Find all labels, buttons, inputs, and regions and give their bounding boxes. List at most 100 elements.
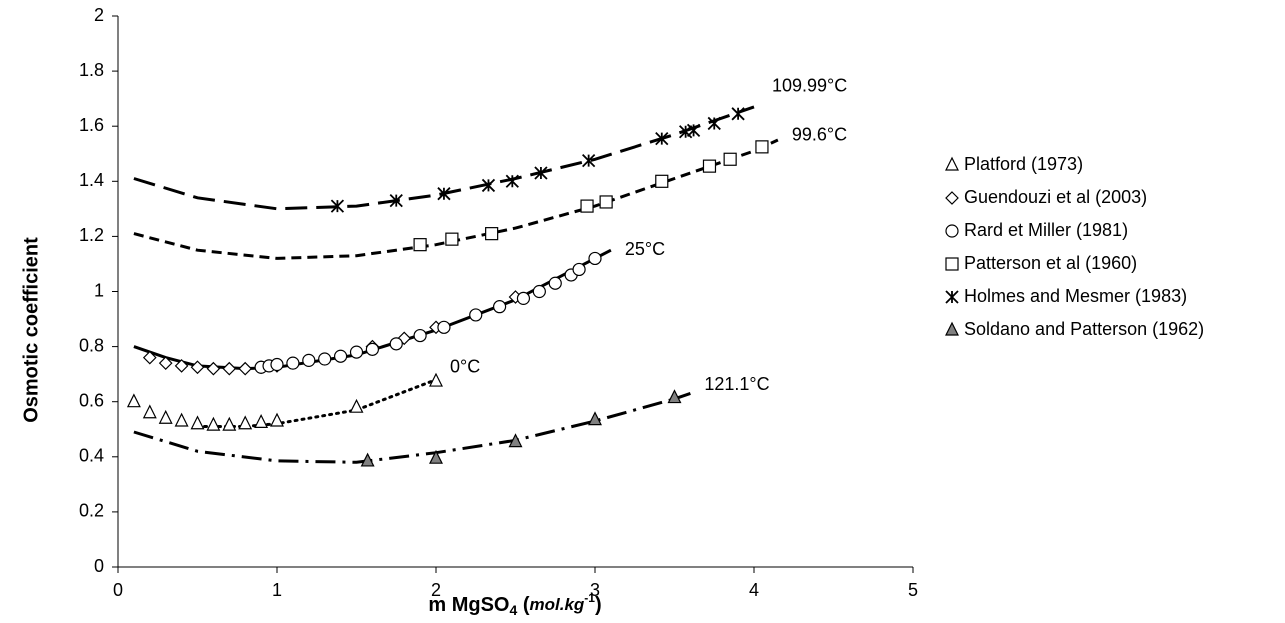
marker: [516, 291, 531, 305]
x-axis-title-part: mol.kg: [530, 595, 585, 614]
marker: [686, 123, 701, 137]
marker: [945, 290, 959, 304]
marker: [413, 238, 427, 252]
data-point: [485, 227, 499, 241]
data-point: [731, 107, 745, 121]
marker: [174, 359, 189, 373]
data-point: [723, 152, 737, 166]
x-tick-label: 2: [431, 580, 441, 600]
data-point: [206, 416, 221, 431]
marker: [318, 352, 332, 366]
data-point: [413, 328, 427, 343]
marker: [334, 349, 348, 363]
legend-label: Guendouzi et al (2003): [964, 187, 1147, 207]
data-point: [707, 116, 721, 131]
marker: [413, 328, 427, 343]
x-tick-label: 1: [272, 580, 282, 600]
marker: [142, 404, 157, 419]
data-point: [365, 342, 379, 356]
marker: [142, 350, 157, 365]
data-point: [469, 308, 483, 322]
marker: [534, 166, 548, 180]
marker: [945, 156, 959, 171]
data-point: [142, 350, 157, 365]
marker: [588, 411, 602, 426]
marker: [437, 187, 451, 201]
data-point: [349, 398, 364, 413]
data-point: [667, 389, 682, 404]
marker: [702, 159, 717, 173]
marker: [429, 449, 443, 464]
marker: [174, 412, 189, 427]
data-point: [206, 361, 221, 376]
y-tick-label: 0.2: [79, 501, 104, 521]
marker: [206, 416, 221, 431]
legend-item: Soldano and Patterson (1962): [945, 319, 1204, 339]
data-point: [493, 300, 507, 314]
data-point: [481, 178, 496, 193]
legend-label: Rard et Miller (1981): [964, 220, 1128, 240]
marker: [678, 125, 693, 139]
data-point: [599, 195, 613, 209]
marker: [158, 356, 173, 370]
marker: [445, 232, 459, 246]
data-point: [222, 416, 237, 431]
marker: [469, 308, 483, 322]
marker: [945, 224, 959, 238]
legend-item: Patterson et al (1960): [945, 253, 1137, 273]
data-point: [588, 251, 602, 266]
data-point: [270, 357, 284, 372]
legend-item: Rard et Miller (1981): [945, 220, 1128, 240]
marker: [238, 415, 253, 430]
data-point: [429, 449, 443, 464]
marker: [667, 389, 682, 404]
y-tick-label: 1.4: [79, 170, 104, 190]
x-tick-label: 5: [908, 580, 918, 600]
data-point: [318, 352, 332, 366]
data-point: [330, 199, 345, 213]
curve-label: 0°C: [450, 356, 480, 376]
data-point: [532, 284, 546, 299]
data-point: [755, 140, 769, 154]
legend-item: Platford (1973): [945, 154, 1083, 174]
marker: [360, 452, 375, 467]
marker: [755, 140, 769, 154]
y-tick-label: 0.6: [79, 390, 104, 410]
y-tick-label: 1.2: [79, 225, 104, 245]
marker: [655, 131, 669, 146]
marker: [270, 357, 284, 372]
data-point: [126, 393, 141, 408]
y-tick-label: 0.4: [79, 446, 104, 466]
data-point: [334, 349, 348, 363]
curve-label: 109.99°C: [772, 76, 847, 96]
data-point: [437, 320, 451, 334]
marker: [485, 227, 499, 241]
marker: [270, 412, 284, 427]
legend-item: Guendouzi et al (2003): [945, 187, 1147, 207]
data-point: [572, 262, 586, 277]
marker: [707, 116, 721, 131]
legend-label: Platford (1973): [964, 154, 1083, 174]
marker: [389, 193, 403, 208]
data-point: [534, 166, 548, 180]
x-axis-title-part: ): [595, 594, 602, 616]
marker: [945, 321, 959, 336]
marker: [190, 415, 205, 430]
y-tick-label: 1.8: [79, 60, 104, 80]
y-axis-title: Osmotic coefficient: [20, 237, 42, 423]
marker: [222, 416, 237, 431]
x-axis-title-part: (: [517, 594, 530, 616]
marker: [481, 178, 496, 193]
x-axis-title-part: m MgSO: [428, 594, 509, 616]
data-point: [437, 187, 451, 201]
marker: [254, 414, 269, 428]
data-point: [580, 199, 594, 213]
x-tick-label: 3: [590, 580, 600, 600]
curve-label: 25°C: [625, 239, 665, 259]
marker: [493, 300, 507, 314]
data-point: [678, 125, 693, 139]
data-point: [286, 356, 300, 370]
marker: [505, 174, 519, 188]
